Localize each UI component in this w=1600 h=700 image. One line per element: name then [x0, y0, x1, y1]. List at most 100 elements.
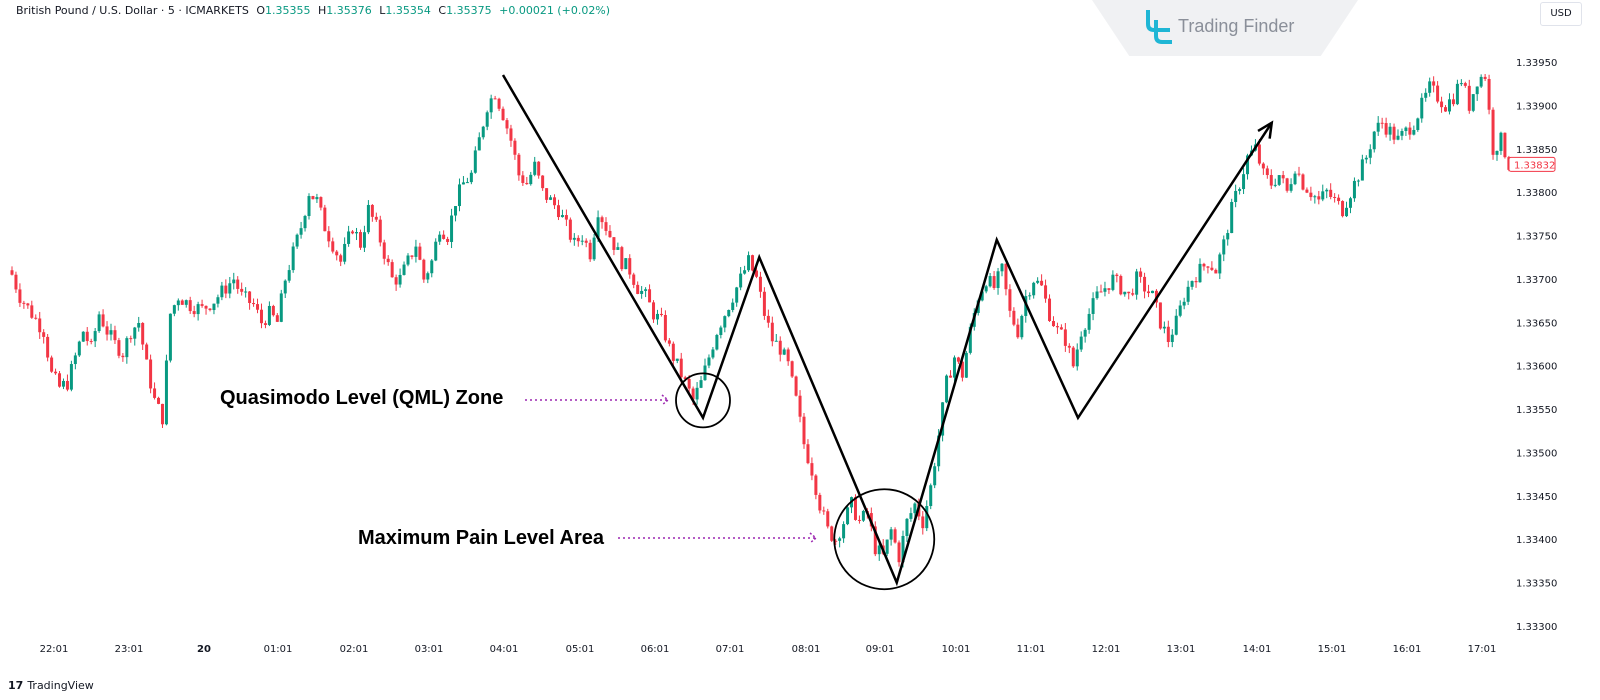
- candle-down: [1432, 81, 1436, 86]
- annotation-label: Quasimodo Level (QML) Zone: [220, 387, 503, 409]
- candle-down: [564, 215, 568, 220]
- candle-down: [652, 302, 656, 320]
- candle-up: [81, 331, 85, 342]
- time-tick-label: 16:01: [1393, 644, 1422, 655]
- candle-up: [723, 316, 727, 328]
- candle-up: [434, 241, 438, 261]
- price-tick-label: 1.33500: [1516, 448, 1557, 459]
- candle-down: [153, 388, 157, 398]
- price-axis-panel[interactable]: [1508, 0, 1600, 660]
- candle-down: [517, 154, 521, 176]
- candle-down: [85, 331, 89, 342]
- time-tick-label: 20: [197, 644, 211, 655]
- candle-up: [454, 206, 458, 216]
- candle-up: [1345, 207, 1349, 217]
- candle-down: [1440, 101, 1444, 108]
- candle-down: [10, 270, 14, 275]
- candle-up: [624, 258, 628, 270]
- candle-up: [1190, 281, 1194, 287]
- candle-down: [1329, 189, 1333, 197]
- candle-up: [782, 349, 786, 355]
- candle-down: [34, 317, 38, 319]
- candle-down: [1143, 276, 1147, 292]
- price-tick-label: 1.33400: [1516, 535, 1557, 546]
- candle-down: [1119, 276, 1123, 295]
- candle-up: [414, 246, 418, 257]
- candle-up: [1087, 313, 1091, 330]
- candle-up: [426, 273, 430, 280]
- candle-up: [1273, 184, 1277, 186]
- candle-up: [1313, 196, 1317, 198]
- candle-down: [446, 238, 450, 242]
- trading-finder-logo-icon: [1146, 10, 1172, 44]
- candle-up: [885, 539, 889, 554]
- candle-down: [331, 241, 335, 252]
- candle-up: [172, 305, 176, 314]
- candle-up: [1230, 201, 1234, 234]
- candle-up: [572, 237, 576, 240]
- candle-down: [339, 255, 343, 262]
- candle-down: [208, 308, 212, 311]
- candle-down: [1147, 291, 1151, 294]
- candle-down: [818, 494, 822, 511]
- candle-up: [355, 232, 359, 234]
- candles-layer: [10, 73, 1511, 568]
- candle-up: [287, 270, 291, 281]
- symbol-header: British Pound / U.S. Dollar · 5 · ICMARK…: [16, 4, 610, 17]
- currency-button[interactable]: USD: [1540, 2, 1582, 26]
- candle-down: [180, 300, 184, 305]
- candle-down: [65, 380, 69, 390]
- candle-up: [73, 355, 77, 365]
- pattern-lines: [501, 74, 1274, 587]
- candle-up: [1095, 291, 1099, 299]
- candle-up: [1348, 198, 1352, 208]
- high-value: 1.35376: [326, 4, 372, 17]
- candle-down: [1206, 266, 1210, 268]
- candle-up: [842, 524, 846, 539]
- candle-down: [1202, 263, 1206, 267]
- candle-down: [1309, 192, 1313, 198]
- candle-down: [600, 217, 604, 223]
- candle-down: [956, 357, 960, 362]
- candle-up: [1075, 349, 1079, 367]
- candle-down: [58, 373, 62, 387]
- price-tick-label: 1.33950: [1516, 58, 1557, 69]
- candle-down: [1044, 285, 1048, 299]
- price-tick-label: 1.33350: [1516, 579, 1557, 590]
- candle-up: [644, 289, 648, 291]
- candle-up: [889, 529, 893, 540]
- candle-up: [1103, 288, 1107, 292]
- last-price-label: 1.33832: [1514, 160, 1555, 171]
- candle-up: [1293, 173, 1297, 185]
- candle-down: [256, 304, 260, 310]
- candle-up: [933, 466, 937, 486]
- candle-up: [402, 264, 406, 275]
- candle-down: [893, 529, 897, 543]
- candle-down: [537, 161, 541, 176]
- candle-up: [77, 341, 81, 356]
- high-label: H: [318, 4, 327, 17]
- candle-up: [457, 184, 461, 207]
- candle-down: [1055, 326, 1059, 328]
- candle-up: [450, 215, 454, 242]
- candle-down: [1139, 271, 1143, 277]
- candle-down: [1408, 127, 1412, 135]
- candle-down: [252, 302, 256, 305]
- candle-up: [988, 276, 992, 287]
- candle-up: [1178, 305, 1182, 316]
- candle-up: [1135, 271, 1139, 295]
- candle-up: [1356, 180, 1360, 182]
- candle-down: [921, 516, 925, 529]
- candle-up: [398, 274, 402, 285]
- time-tick-label: 15:01: [1318, 644, 1347, 655]
- candle-down: [1301, 174, 1305, 190]
- candle-up: [1186, 286, 1190, 302]
- candle-down: [358, 232, 362, 248]
- candle-down: [1131, 293, 1135, 295]
- candle-down: [778, 340, 782, 355]
- candle-up: [1162, 326, 1166, 329]
- candle-up: [291, 246, 295, 271]
- candle-up: [1428, 81, 1432, 93]
- candle-down: [671, 343, 675, 361]
